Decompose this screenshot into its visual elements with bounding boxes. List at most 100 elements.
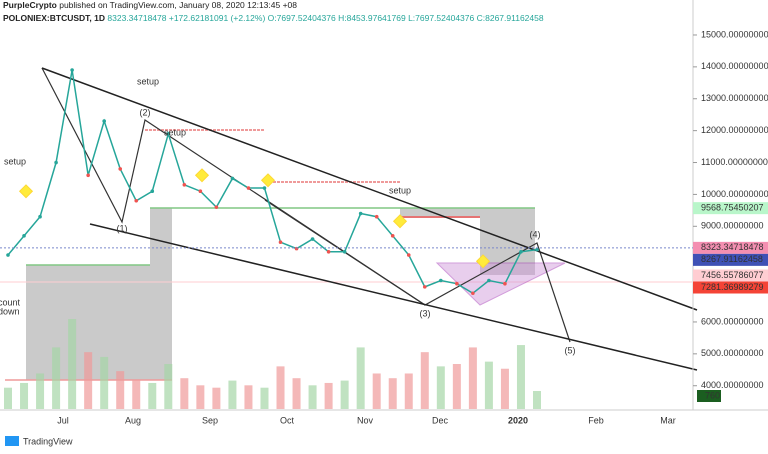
volume-bar (420, 352, 429, 409)
volume-bar (340, 380, 349, 409)
volume-bar (372, 373, 381, 409)
volume-bar (52, 347, 61, 409)
price-label: 8323.34718478 (701, 242, 764, 252)
price-point (390, 234, 395, 238)
price-label-box (693, 281, 768, 294)
x-tick-label: 2020 (508, 415, 528, 425)
annotation: setup (137, 76, 159, 86)
price-point (102, 119, 106, 123)
volume-bar (484, 361, 493, 409)
volume-bar (292, 378, 301, 409)
volume-bar (260, 387, 269, 409)
publisher: PurpleCrypto published on TradingView.co… (3, 0, 297, 10)
price-point (342, 250, 347, 254)
volume-label: 760 (705, 390, 720, 400)
x-tick-label: Jul (57, 415, 69, 425)
price-point (535, 247, 539, 252)
price-point (503, 281, 507, 286)
price-point (22, 234, 26, 238)
symbol-info: POLONIEX:BTCUSDT, 1D 8323.34718478 +172.… (3, 13, 544, 23)
price-point (358, 211, 363, 216)
footer-logo: TradingView (23, 436, 73, 446)
volume-bar (244, 385, 253, 409)
price-point (262, 186, 267, 190)
logo-icon (5, 436, 19, 446)
price-label-box (693, 253, 768, 266)
price-label: 9568.75450207 (701, 203, 764, 213)
y-tick-label: 11000.00000000 (701, 157, 768, 167)
volume-label-box (697, 390, 721, 402)
price-point (134, 198, 139, 203)
annotation: down (0, 306, 20, 316)
price-point (230, 176, 235, 181)
y-tick-label: 12000.00000000 (701, 125, 768, 135)
price-point (294, 246, 299, 251)
price-point (118, 167, 123, 171)
price-label: 7456.55786077 (701, 270, 764, 280)
price-label-box (693, 202, 768, 215)
volume-bar (452, 364, 461, 409)
volume-bar (356, 347, 365, 409)
annotation: setup (389, 185, 411, 195)
y-tick-label: 14000.00000000 (701, 61, 768, 71)
price-point (70, 68, 74, 72)
price-point (198, 189, 203, 194)
volume-bar (404, 373, 413, 409)
annotation: (3) (420, 308, 431, 318)
volume-bar (4, 387, 12, 409)
price-point (487, 278, 491, 283)
y-tick-label: 5000.00000000 (701, 348, 764, 358)
y-tick-label: 13000.00000000 (701, 93, 768, 103)
volume-bar (20, 382, 29, 409)
drawings (0, 67, 698, 381)
price-point (406, 253, 411, 257)
price-point (166, 132, 171, 136)
x-tick-label: Sep (202, 415, 218, 425)
volume-bar (116, 371, 125, 409)
price-point (422, 285, 427, 289)
volume-bar (468, 347, 477, 409)
volume-bar (36, 373, 45, 409)
x-tick-label: Nov (357, 415, 374, 425)
x-tick-label: Oct (280, 415, 295, 425)
annotation: (2) (140, 107, 151, 117)
price-point (86, 173, 90, 178)
y-tick-label: 4000.00000000 (701, 380, 764, 390)
price-label: 7281.36989279 (701, 282, 764, 292)
volume-bar (308, 385, 317, 409)
price-point (439, 278, 443, 283)
volume-bar (212, 387, 221, 409)
annotation: count (0, 297, 21, 307)
annotation: (4) (530, 229, 541, 239)
volume-bar (68, 319, 77, 409)
volume-bar (324, 382, 333, 409)
annotation: (1) (117, 223, 128, 233)
volume-bar (196, 385, 205, 409)
x-tick-label: Dec (432, 415, 449, 425)
volume-bar (84, 352, 93, 409)
price-line (7, 69, 538, 295)
volume-bar (533, 391, 541, 409)
price-label-box (693, 241, 768, 254)
volume-bar (228, 380, 237, 409)
price-point (326, 250, 331, 254)
price-point (214, 205, 219, 209)
price-point (455, 281, 459, 286)
price-point (310, 237, 315, 241)
y-tick-label: 15000.00000000 (701, 29, 768, 39)
x-tick-label: Feb (588, 415, 604, 425)
volume-bar (276, 366, 285, 409)
price-point (6, 253, 10, 257)
annotation: setup (4, 156, 26, 166)
price-label-box (693, 269, 768, 282)
volume-bar (164, 364, 173, 409)
price-point (471, 291, 475, 296)
volume-bar (500, 368, 509, 409)
price-point (150, 189, 155, 194)
y-tick-label: 9000.00000000 (701, 221, 764, 231)
price-point (278, 240, 283, 245)
price-point (246, 186, 251, 190)
volume-bar (516, 345, 525, 409)
price-label: 8267.91162458 (701, 254, 763, 264)
